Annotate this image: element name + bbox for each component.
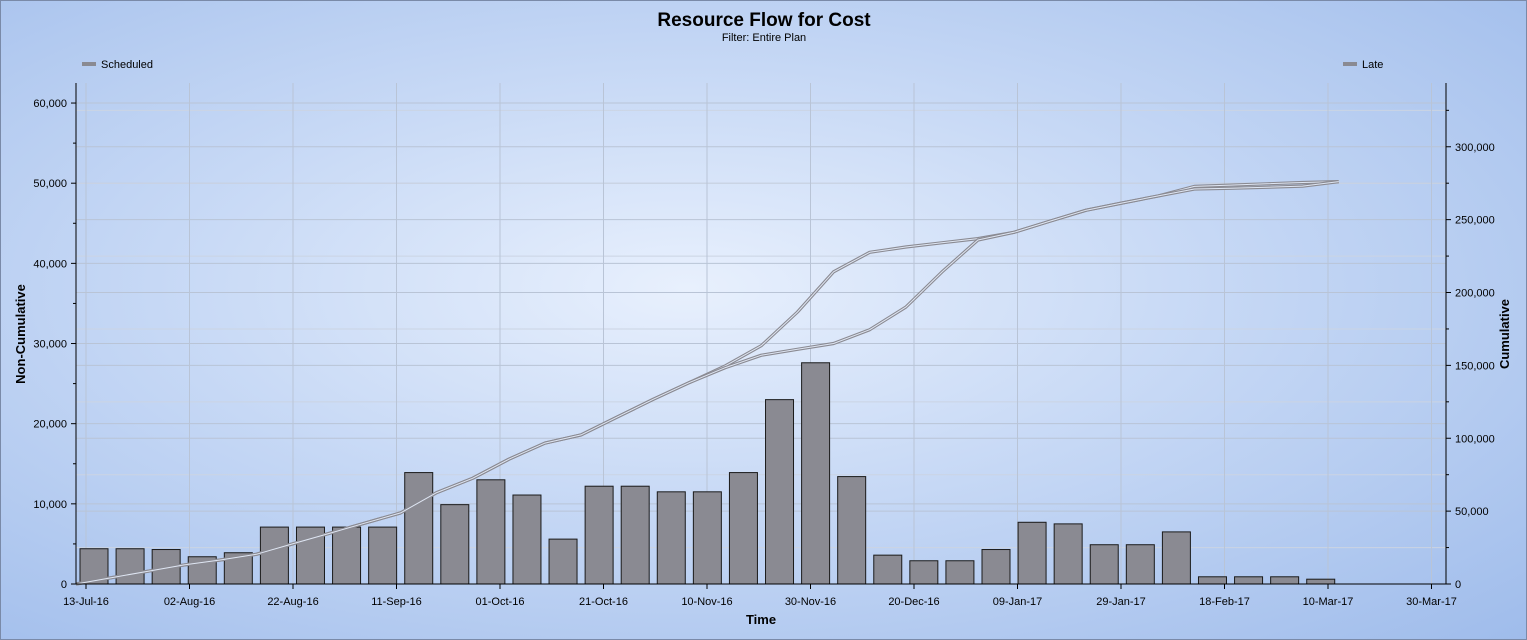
y-left-tick-label: 30,000 <box>33 339 67 351</box>
bar <box>259 526 289 585</box>
bar <box>945 560 975 585</box>
x-tick-label: 10-Nov-16 <box>681 596 732 608</box>
y-left-tick-label: 0 <box>61 579 67 591</box>
x-tick-label: 11-Sep-16 <box>371 596 422 608</box>
x-tick-label: 30-Nov-16 <box>785 596 836 608</box>
y-right-tick-label: 100,000 <box>1455 433 1495 445</box>
y-axis-left-title: Non-Cumulative <box>13 284 28 384</box>
bar <box>1089 544 1119 585</box>
legend-late-label: Late <box>1362 59 1383 71</box>
bar <box>692 491 722 585</box>
y-left-tick-label: 50,000 <box>33 178 67 190</box>
bar <box>1197 576 1227 585</box>
bar <box>981 549 1011 585</box>
bar <box>837 476 867 585</box>
y-right-tick-label: 300,000 <box>1455 142 1495 154</box>
bar <box>765 399 795 585</box>
cumulative-lines <box>75 180 1339 586</box>
line-late-highlight <box>75 181 1339 585</box>
legend-late: Late <box>1343 59 1383 71</box>
grid <box>76 83 1446 584</box>
bar <box>909 560 939 585</box>
x-tick-label: 01-Oct-16 <box>476 596 525 608</box>
bar <box>620 485 650 585</box>
bar <box>1161 531 1191 585</box>
bar <box>115 548 145 585</box>
y-right-tick-label: 200,000 <box>1455 288 1495 300</box>
x-tick-label: 20-Dec-16 <box>888 596 939 608</box>
bar <box>332 526 362 585</box>
x-axis-title: Time <box>746 612 776 627</box>
y-right-tick-label: 0 <box>1455 579 1461 591</box>
chart-subtitle: Filter: Entire Plan <box>722 32 806 44</box>
x-tick-label: 09-Jan-17 <box>993 596 1043 608</box>
bar <box>1234 576 1264 585</box>
bar <box>1306 578 1336 585</box>
y-right-tick-label: 250,000 <box>1455 215 1495 227</box>
y-axis-right-title: Cumulative <box>1497 299 1512 369</box>
x-tick-label: 13-Jul-16 <box>63 596 109 608</box>
chart-title: Resource Flow for Cost <box>657 10 871 31</box>
x-tick-label: 22-Aug-16 <box>267 596 318 608</box>
legend-scheduled: Scheduled <box>82 59 153 71</box>
bar <box>476 479 506 585</box>
bar <box>440 504 470 585</box>
y-left-tick-label: 20,000 <box>33 419 67 431</box>
x-tick-label: 29-Jan-17 <box>1096 596 1146 608</box>
bar <box>368 526 398 585</box>
bar <box>873 554 903 585</box>
bar <box>1017 521 1047 585</box>
bar <box>1053 523 1083 585</box>
x-tick-label: 21-Oct-16 <box>579 596 628 608</box>
bar <box>512 494 542 585</box>
bar <box>1125 544 1155 585</box>
bar <box>656 491 686 585</box>
bar <box>1270 576 1300 585</box>
bar <box>548 538 578 585</box>
x-tick-label: 30-Mar-17 <box>1406 596 1457 608</box>
x-tick-label: 02-Aug-16 <box>164 596 215 608</box>
y-right-tick-label: 150,000 <box>1455 360 1495 372</box>
bar <box>584 485 614 585</box>
y-left-tick-label: 60,000 <box>33 98 67 110</box>
y-left-tick-label: 40,000 <box>33 258 67 270</box>
x-tick-label: 10-Mar-17 <box>1303 596 1354 608</box>
y-right-tick-label: 50,000 <box>1455 506 1489 518</box>
axes: 0 10,000 20,000 30,000 40,000 50,000 60,000 0 50… <box>33 83 1495 608</box>
x-tick-label: 18-Feb-17 <box>1199 596 1250 608</box>
bars <box>79 362 1336 585</box>
y-left-tick-label: 10,000 <box>33 499 67 511</box>
bar <box>728 472 758 585</box>
bar <box>801 362 831 585</box>
legend-scheduled-label: Scheduled <box>101 59 153 71</box>
bar <box>404 472 434 585</box>
